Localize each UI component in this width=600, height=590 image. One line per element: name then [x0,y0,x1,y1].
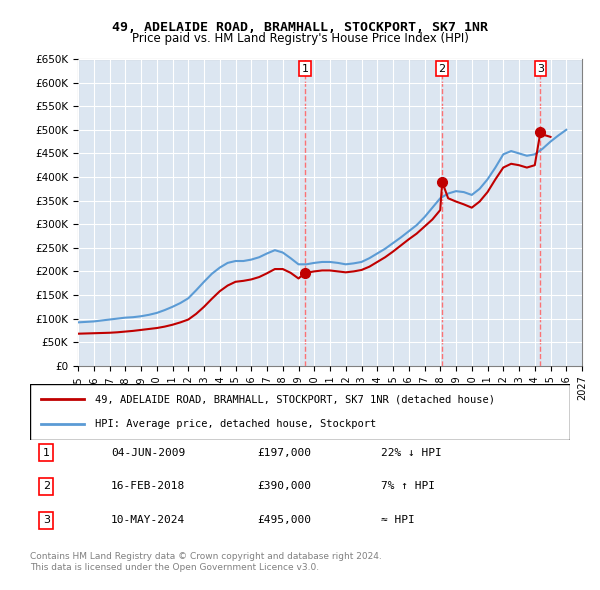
Text: £197,000: £197,000 [257,448,311,458]
Text: 2: 2 [439,64,446,74]
Text: 49, ADELAIDE ROAD, BRAMHALL, STOCKPORT, SK7 1NR: 49, ADELAIDE ROAD, BRAMHALL, STOCKPORT, … [112,21,488,34]
Text: 1: 1 [43,448,50,458]
Text: This data is licensed under the Open Government Licence v3.0.: This data is licensed under the Open Gov… [30,563,319,572]
Text: 16-FEB-2018: 16-FEB-2018 [111,481,185,491]
Text: 3: 3 [43,515,50,525]
Text: Price paid vs. HM Land Registry's House Price Index (HPI): Price paid vs. HM Land Registry's House … [131,32,469,45]
FancyBboxPatch shape [30,384,570,440]
Text: 49, ADELAIDE ROAD, BRAMHALL, STOCKPORT, SK7 1NR (detached house): 49, ADELAIDE ROAD, BRAMHALL, STOCKPORT, … [95,394,495,404]
Text: 2: 2 [43,481,50,491]
Text: 22% ↓ HPI: 22% ↓ HPI [381,448,442,458]
Text: HPI: Average price, detached house, Stockport: HPI: Average price, detached house, Stoc… [95,419,376,429]
Text: 3: 3 [537,64,544,74]
Text: £495,000: £495,000 [257,515,311,525]
Text: 10-MAY-2024: 10-MAY-2024 [111,515,185,525]
Text: 04-JUN-2009: 04-JUN-2009 [111,448,185,458]
Text: ≈ HPI: ≈ HPI [381,515,415,525]
Text: Contains HM Land Registry data © Crown copyright and database right 2024.: Contains HM Land Registry data © Crown c… [30,552,382,560]
Text: 1: 1 [302,64,308,74]
Text: £390,000: £390,000 [257,481,311,491]
Text: 7% ↑ HPI: 7% ↑ HPI [381,481,435,491]
